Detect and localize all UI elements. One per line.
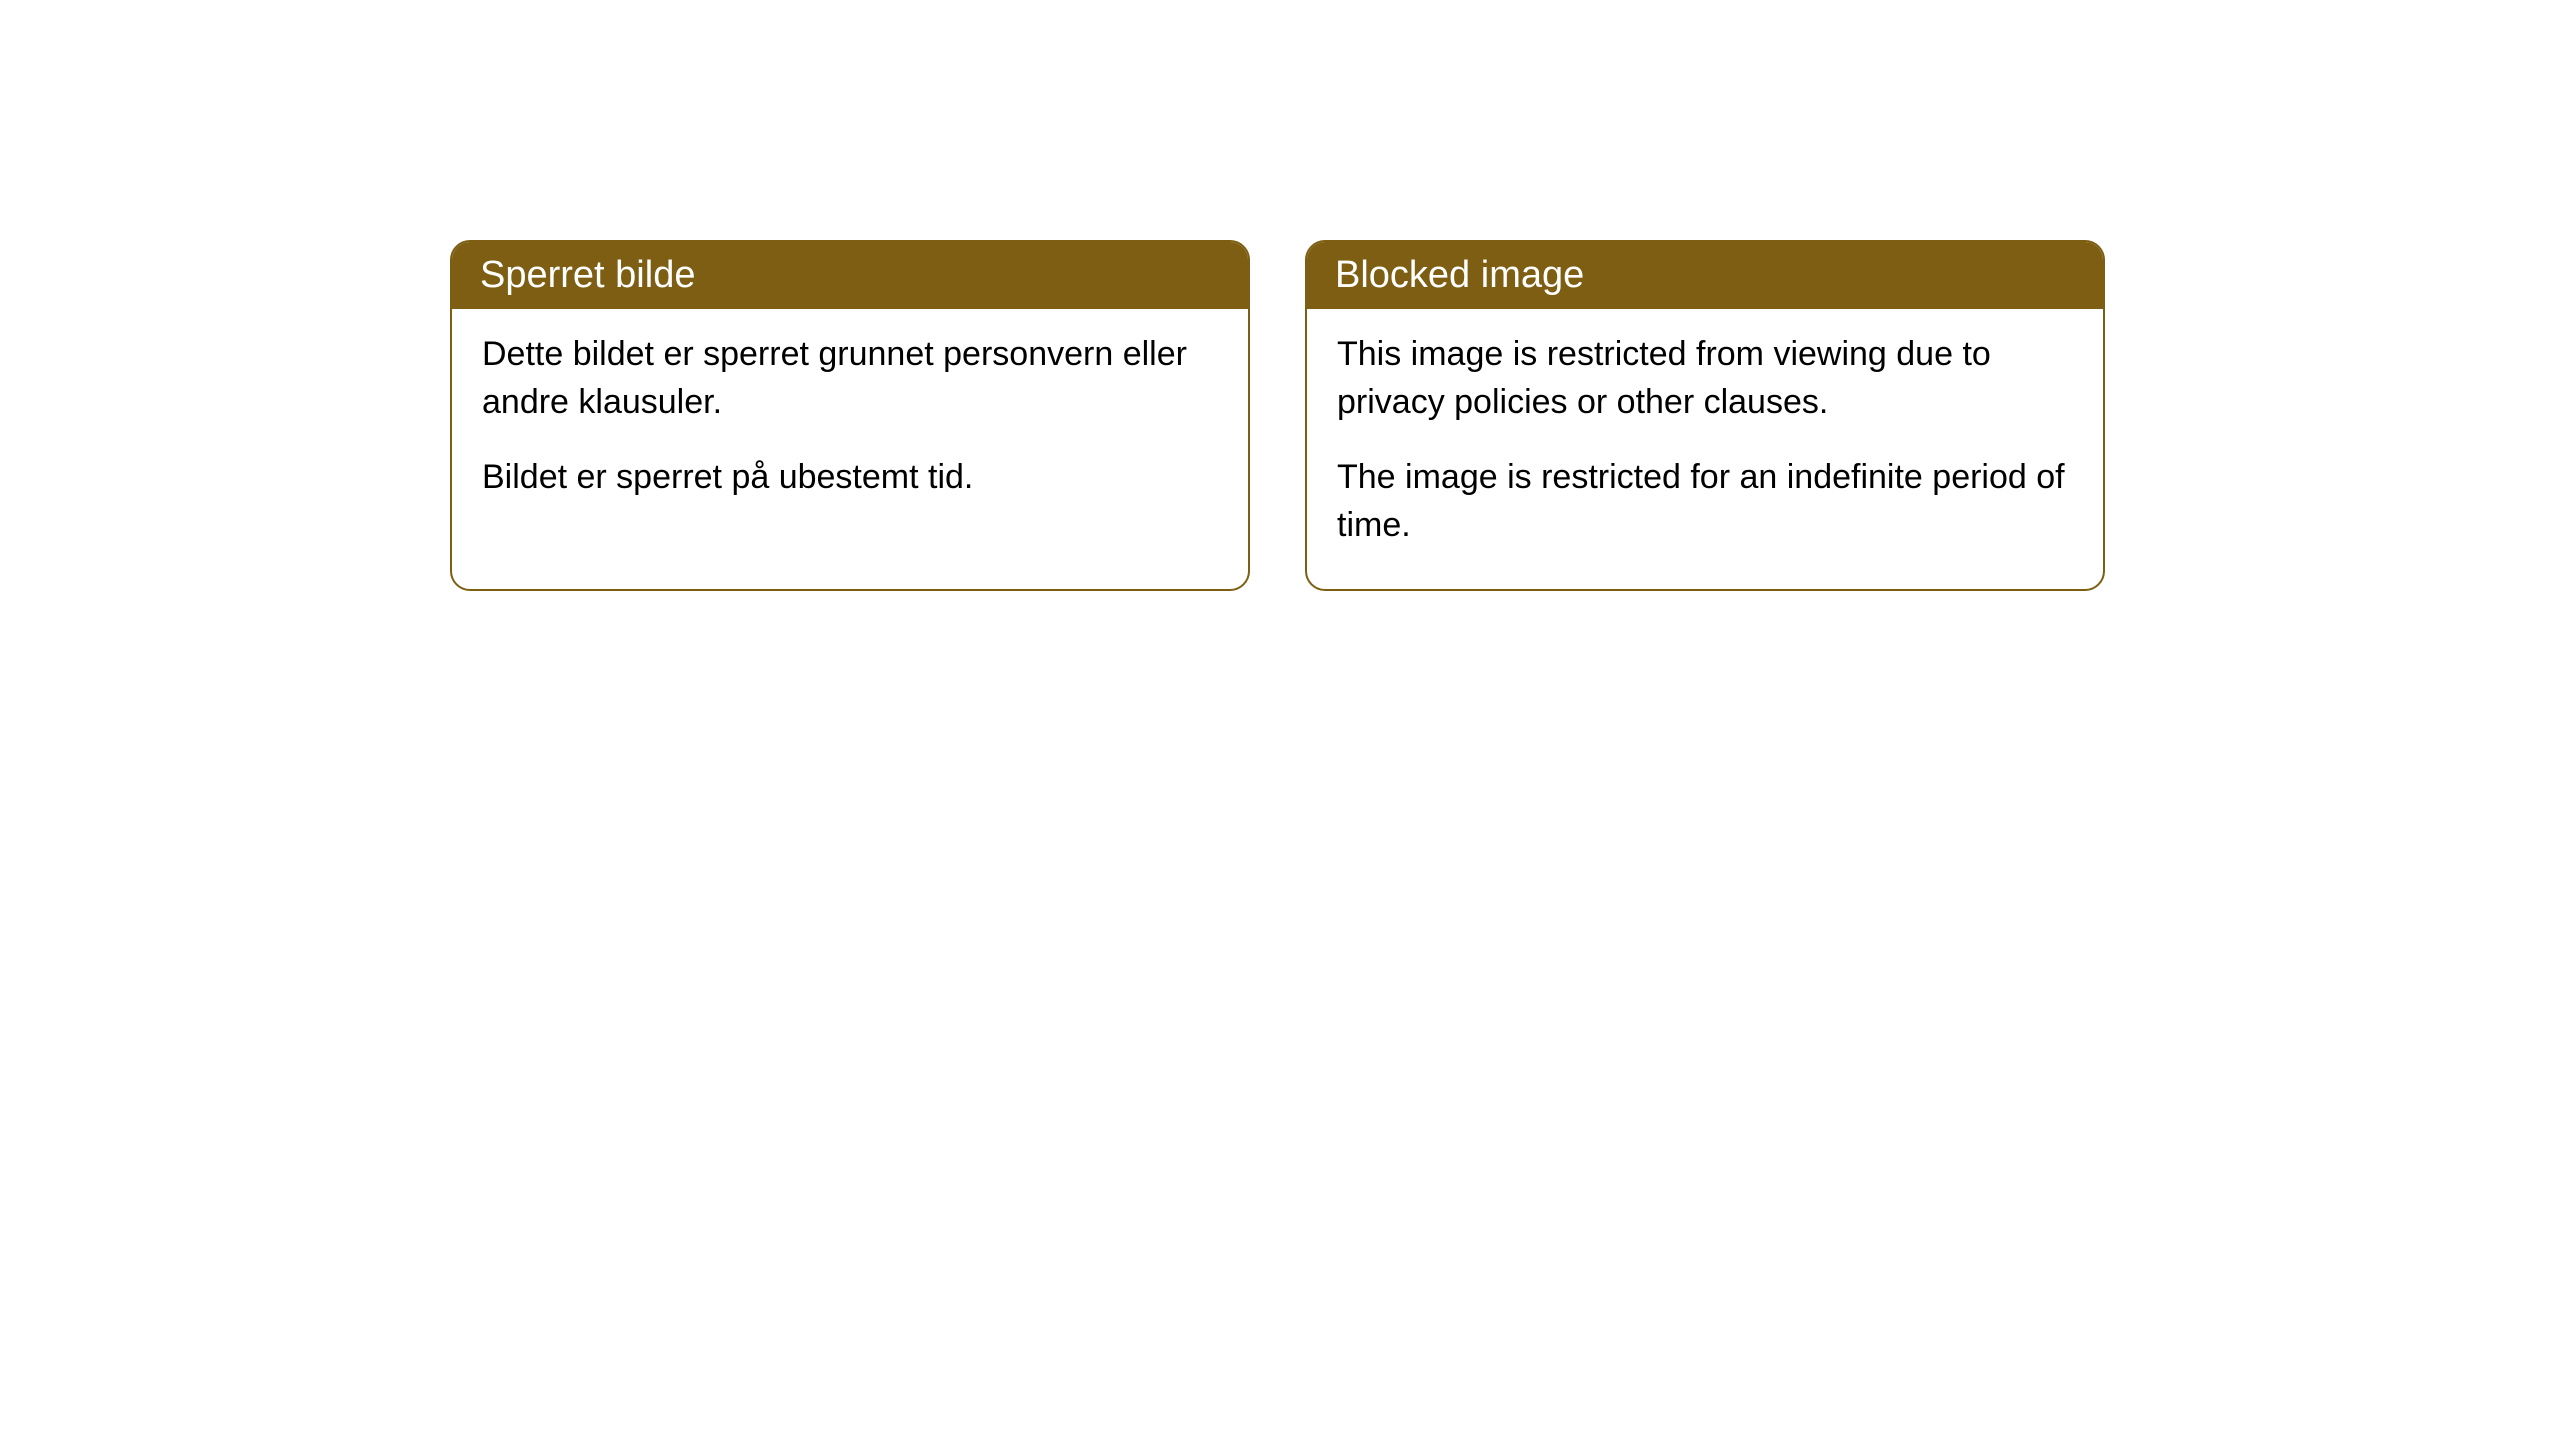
card-header-norwegian: Sperret bilde <box>452 242 1248 309</box>
card-paragraph-2: Bildet er sperret på ubestemt tid. <box>482 454 1218 502</box>
card-body-norwegian: Dette bildet er sperret grunnet personve… <box>452 309 1248 542</box>
card-header-english: Blocked image <box>1307 242 2103 309</box>
cards-container: Sperret bilde Dette bildet er sperret gr… <box>450 240 2105 591</box>
card-paragraph-1: Dette bildet er sperret grunnet personve… <box>482 331 1218 426</box>
card-paragraph-2: The image is restricted for an indefinit… <box>1337 454 2073 549</box>
card-english: Blocked image This image is restricted f… <box>1305 240 2105 591</box>
card-body-english: This image is restricted from viewing du… <box>1307 309 2103 589</box>
card-paragraph-1: This image is restricted from viewing du… <box>1337 331 2073 426</box>
card-norwegian: Sperret bilde Dette bildet er sperret gr… <box>450 240 1250 591</box>
